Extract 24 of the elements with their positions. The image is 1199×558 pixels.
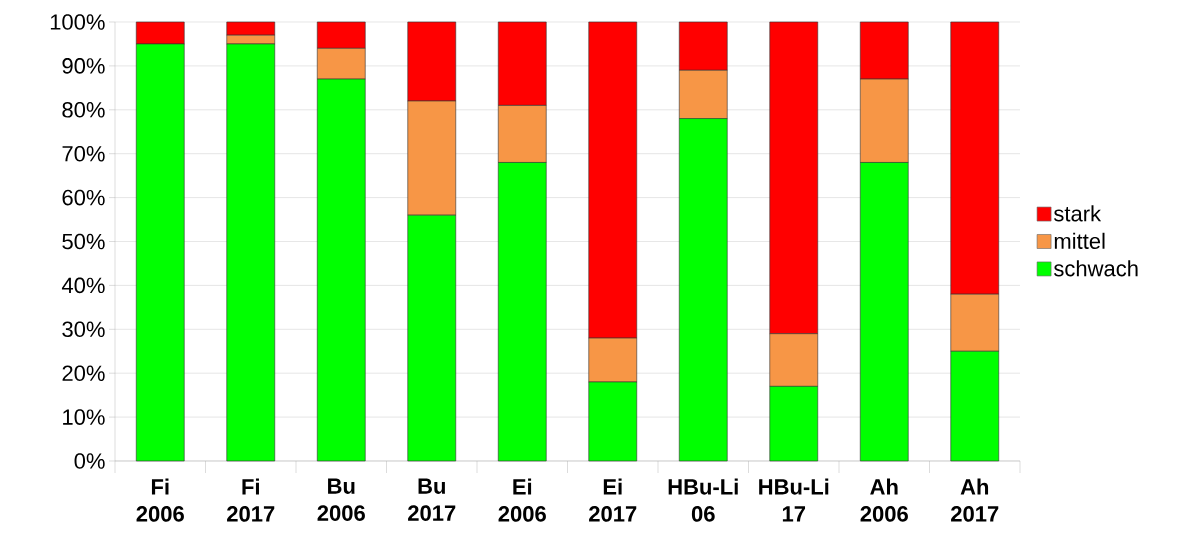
x-tick-label: Fi 2017 (227, 478, 275, 522)
x-tick-label: HBu-Li 06 (668, 478, 738, 522)
y-tick-label: 100% (50, 14, 105, 30)
x-tick-label: Ah 2017 (951, 478, 999, 522)
legend-label: mittel (1054, 232, 1105, 249)
y-tick-label: 20% (62, 365, 105, 381)
y-tick-label: 30% (62, 321, 105, 338)
y-tick-label: 70% (62, 145, 105, 162)
legend-label: stark (1053, 205, 1102, 222)
x-tick-label: HBu-Li 17 (759, 478, 829, 522)
legend-label: schwach (1053, 260, 1138, 277)
y-tick-label: 50% (62, 233, 105, 250)
y-tick-label: 40% (61, 277, 105, 294)
x-tick-label: Ei 2006 (498, 478, 546, 522)
x-tick-label: Ei 2017 (589, 478, 637, 522)
y-tick-label: 60% (62, 189, 105, 206)
y-tick-label: 90% (62, 58, 105, 74)
y-tick-label: 80% (62, 102, 105, 118)
y-tick-label: 0% (74, 453, 105, 469)
y-tick-label: 10% (63, 409, 105, 425)
x-tick-label: Bu 2006 (317, 478, 365, 521)
x-tick-label: Fi 2006 (136, 478, 184, 522)
x-tick-label: Bu 2017 (408, 478, 456, 521)
x-tick-label: Ah 2006 (860, 478, 908, 522)
